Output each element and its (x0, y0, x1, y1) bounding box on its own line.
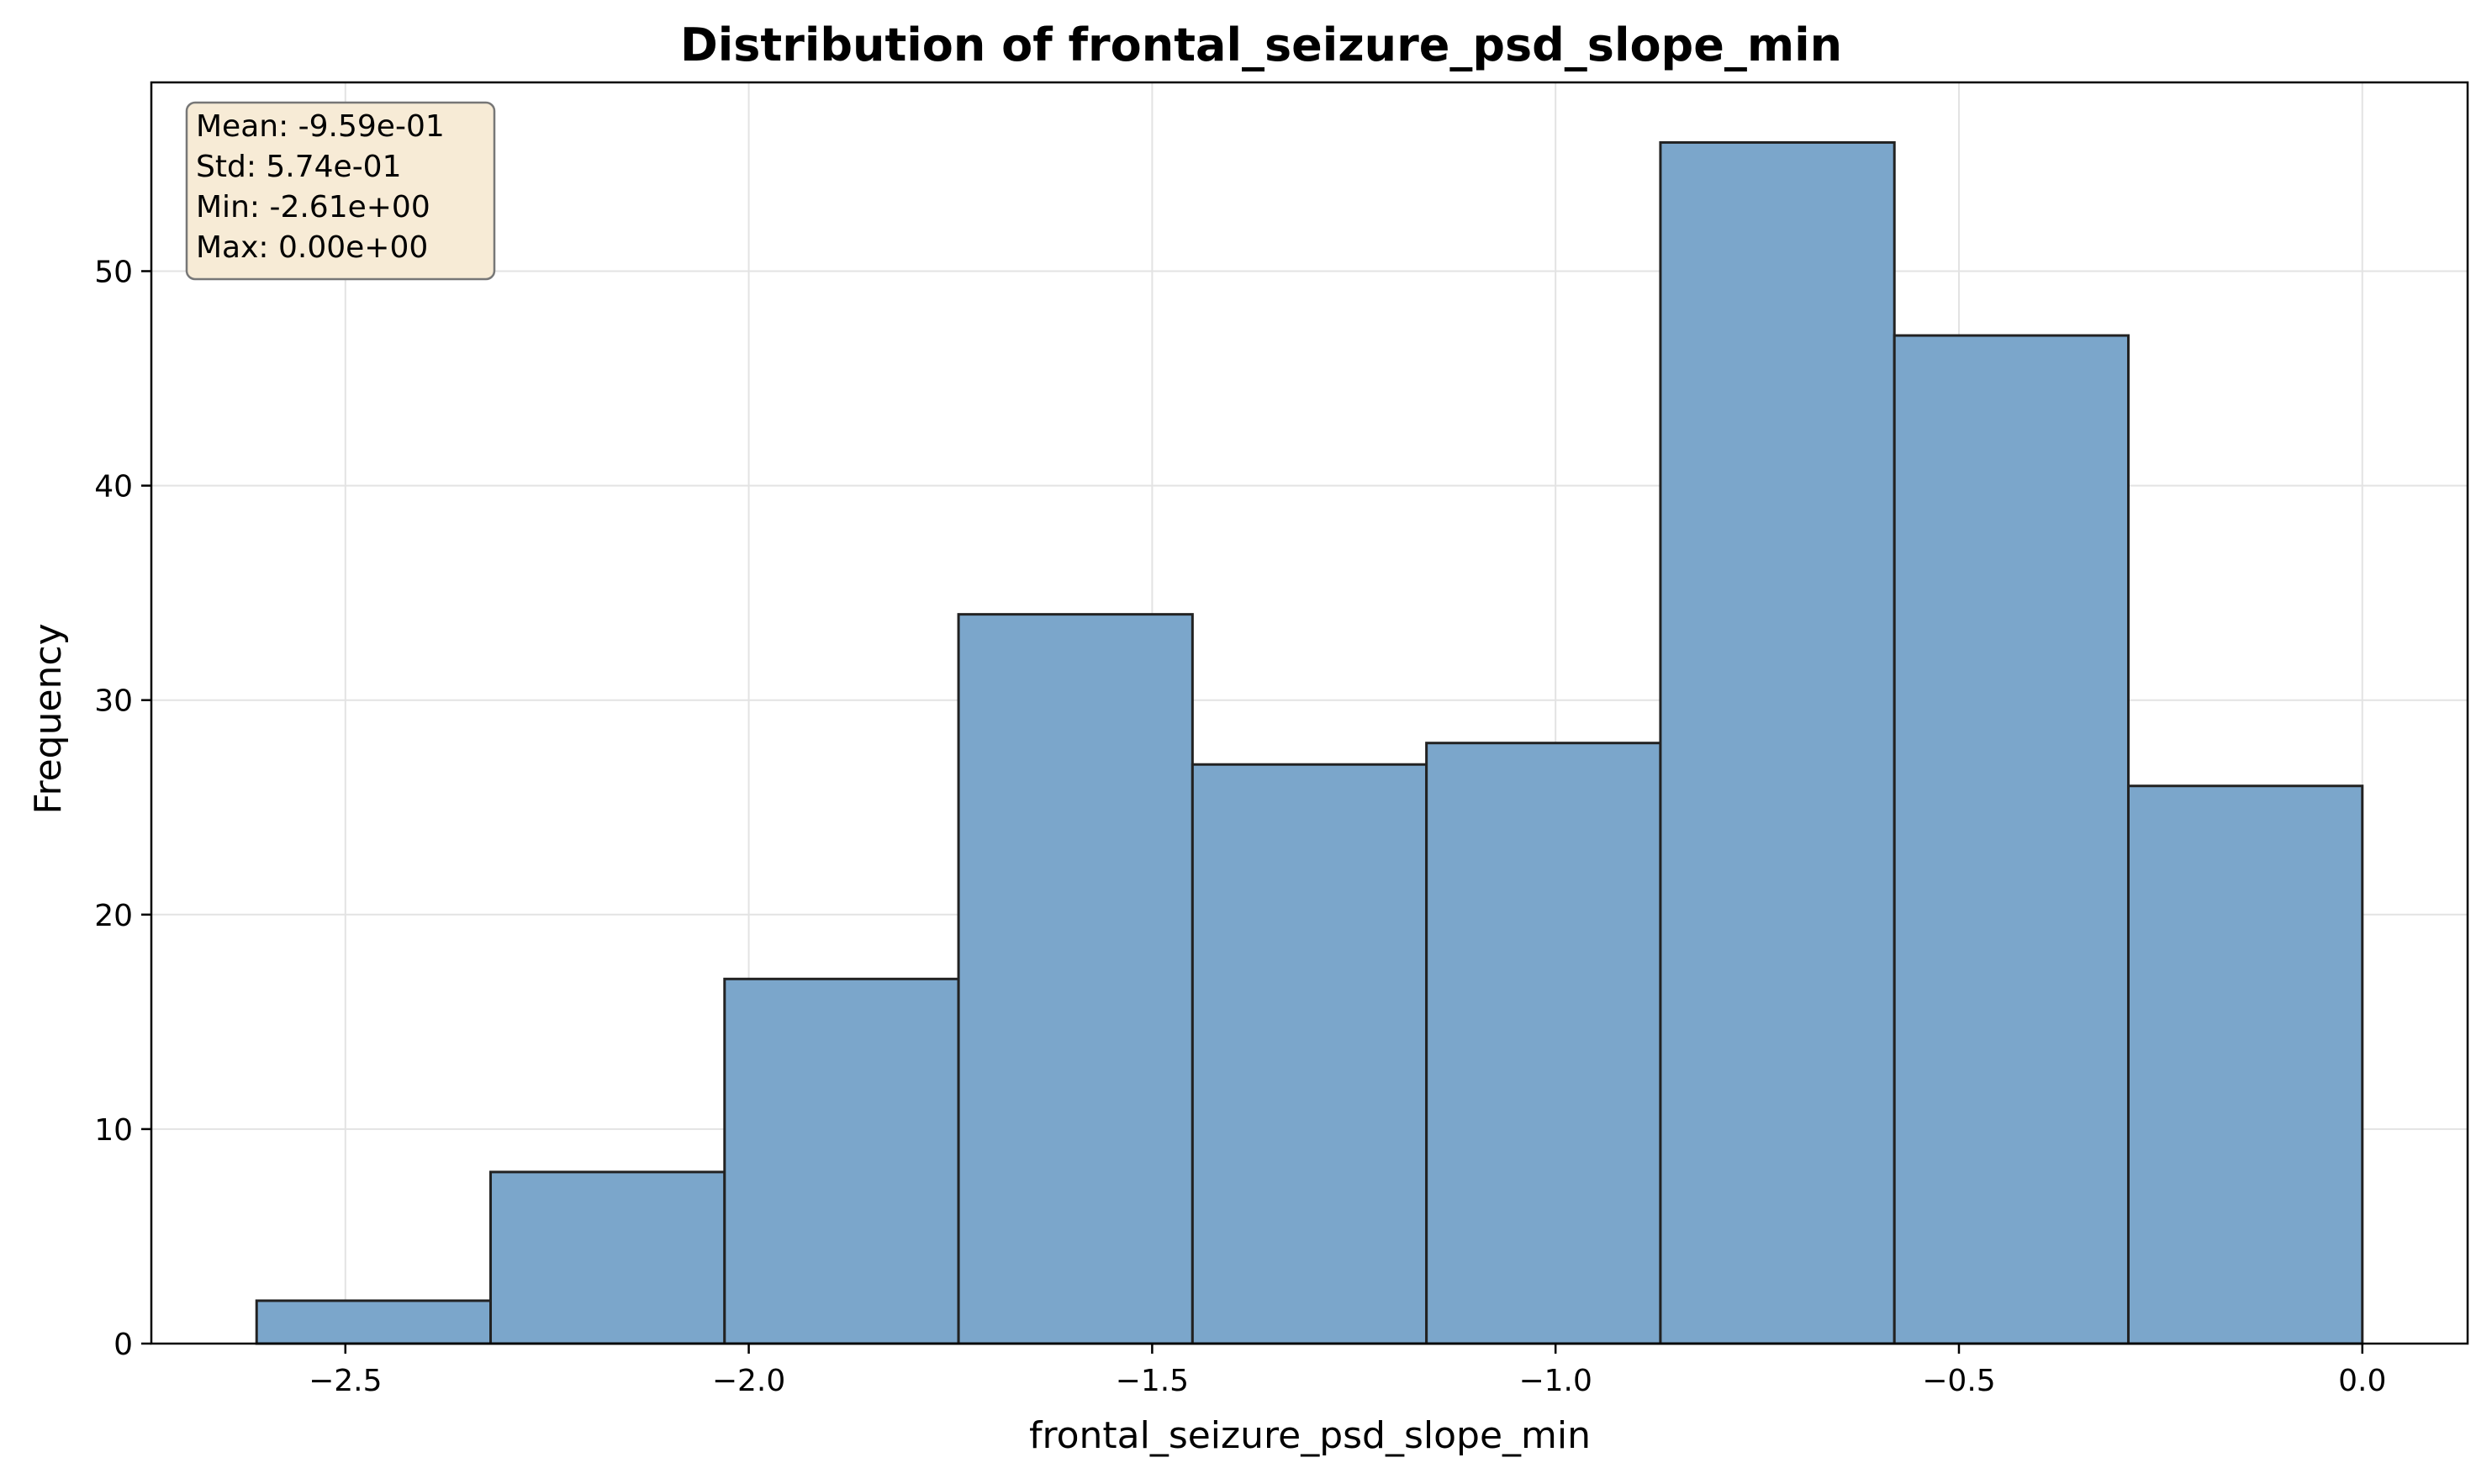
x-tick-label: −0.5 (1922, 1364, 1995, 1398)
statistics-box: Mean: -9.59e-01 Std: 5.74e-01 Min: -2.61… (185, 101, 496, 281)
stats-mean: Mean: -9.59e-01 (196, 109, 445, 144)
stats-std: Std: 5.74e-01 (196, 150, 402, 184)
y-tick-label: 50 (94, 255, 133, 289)
x-tick-label: −1.0 (1518, 1364, 1592, 1398)
histogram-bar (1425, 742, 1662, 1345)
histogram-bars (255, 140, 2364, 1345)
plot-area-frame (150, 81, 2469, 1345)
x-tick-label: −1.5 (1116, 1364, 1189, 1398)
histogram-bar (489, 1170, 726, 1345)
x-tick-label: −2.5 (309, 1364, 382, 1398)
chart-title: Distribution of frontal_seizure_psd_slop… (680, 18, 1842, 71)
y-tick-label: 20 (94, 899, 133, 933)
y-axis-label: Frequency (27, 623, 70, 814)
histogram-bar (255, 1299, 493, 1345)
y-tick-label: 40 (94, 470, 133, 504)
histogram-bar (2126, 784, 2364, 1345)
histogram-bar (957, 613, 1194, 1345)
y-tick-label: 0 (114, 1328, 133, 1362)
x-axis-ticks: −2.5 −2.0 −1.5 −1.0 −0.5 0.0 (309, 1344, 2386, 1398)
histogram-bar (723, 977, 960, 1345)
stats-min: Min: -2.61e+00 (196, 190, 430, 224)
x-tick-label: −2.0 (712, 1364, 785, 1398)
y-tick-label: 30 (94, 684, 133, 719)
x-axis-label: frontal_seizure_psd_slope_min (1029, 1414, 1591, 1457)
statistics-box-background (185, 101, 496, 281)
histogram-bar (1659, 140, 1896, 1345)
x-tick-label: 0.0 (2338, 1364, 2386, 1398)
y-tick-label: 10 (94, 1113, 133, 1148)
histogram-bar (1191, 763, 1428, 1345)
stats-max: Max: 0.00e+00 (196, 230, 428, 265)
histogram-bar (1893, 334, 2130, 1345)
y-axis-ticks: 0 10 20 30 40 50 (94, 255, 151, 1362)
